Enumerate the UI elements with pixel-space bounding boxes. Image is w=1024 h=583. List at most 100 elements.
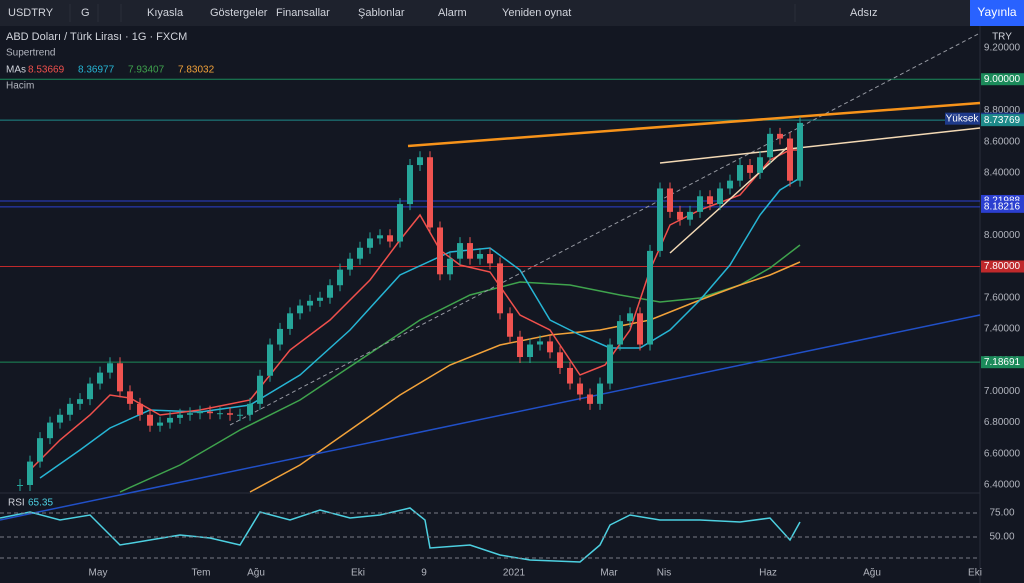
candle bbox=[47, 422, 53, 439]
time-tick-label: 9 bbox=[421, 568, 427, 579]
price-tick-label: 6.80000 bbox=[984, 417, 1021, 428]
candle bbox=[217, 413, 223, 415]
time-tick-label: Eki bbox=[968, 568, 982, 579]
candle bbox=[157, 422, 163, 426]
interval[interactable]: G bbox=[81, 7, 90, 19]
candle bbox=[437, 227, 443, 275]
price-badge-value: 7.80000 bbox=[984, 261, 1021, 272]
candle bbox=[687, 211, 693, 220]
candle bbox=[97, 372, 103, 384]
price-badge bbox=[981, 200, 1024, 213]
candle bbox=[597, 383, 603, 404]
time-tick-label: Nis bbox=[657, 568, 671, 579]
candle bbox=[417, 157, 423, 166]
symbol[interactable]: USDTRY bbox=[8, 7, 54, 19]
rsi-tick-label: 50.00 bbox=[989, 532, 1014, 543]
legend-volume: Hacim bbox=[6, 81, 34, 92]
candle bbox=[797, 122, 803, 181]
candle bbox=[357, 247, 363, 259]
candle bbox=[377, 235, 383, 239]
price-tick-label: 8.80000 bbox=[984, 105, 1021, 116]
candle bbox=[127, 391, 133, 404]
candle bbox=[117, 363, 123, 392]
candle bbox=[737, 165, 743, 181]
ma-value: 8.36977 bbox=[78, 65, 115, 76]
candle bbox=[307, 300, 313, 306]
candle bbox=[517, 336, 523, 358]
candle bbox=[427, 157, 433, 228]
time-tick-label: Mar bbox=[600, 568, 618, 579]
candle bbox=[487, 254, 493, 264]
candle bbox=[587, 394, 593, 404]
legend-title: ABD Doları / Türk Lirası · 1G · FXCM bbox=[6, 31, 187, 43]
ma-value: 8.53669 bbox=[28, 65, 65, 76]
candle bbox=[187, 413, 193, 415]
rsi-tick-label: 75.00 bbox=[989, 508, 1014, 519]
price-tick-label: 8.40000 bbox=[984, 167, 1021, 178]
currency: TRY bbox=[992, 32, 1012, 43]
price-tick-label: 8.60000 bbox=[984, 136, 1021, 147]
price-badge-value: 7.18691 bbox=[984, 357, 1021, 368]
candle bbox=[227, 413, 233, 415]
rsi-value: 65.35 bbox=[28, 498, 53, 509]
candle bbox=[787, 138, 793, 181]
candle bbox=[27, 461, 33, 485]
candle bbox=[367, 238, 373, 248]
badge-tag bbox=[945, 112, 980, 125]
time-tick-label: May bbox=[89, 568, 108, 579]
price-tick-label: 6.60000 bbox=[984, 448, 1021, 459]
toolbar-item[interactable]: Göstergeler bbox=[210, 7, 268, 19]
candle bbox=[557, 352, 563, 368]
candle bbox=[87, 383, 93, 400]
candle bbox=[707, 196, 713, 205]
publish-button[interactable] bbox=[970, 0, 1024, 26]
candle bbox=[467, 243, 473, 259]
separators bbox=[69, 4, 796, 22]
candle bbox=[767, 133, 773, 158]
layout-name[interactable]: Adsız bbox=[850, 7, 878, 19]
toolbar-item[interactable]: Alarm bbox=[438, 7, 467, 19]
candle bbox=[17, 484, 23, 486]
candle bbox=[177, 414, 183, 418]
candle bbox=[207, 411, 213, 414]
candle bbox=[67, 403, 73, 415]
candle bbox=[637, 313, 643, 345]
candle bbox=[267, 344, 273, 376]
candle bbox=[617, 321, 623, 345]
price-tick-label: 6.40000 bbox=[984, 480, 1021, 491]
candle bbox=[577, 383, 583, 395]
price-tick-label: 9.20000 bbox=[984, 43, 1021, 54]
price-tick-label: 7.00000 bbox=[984, 386, 1021, 397]
candle bbox=[677, 211, 683, 220]
candle bbox=[317, 297, 323, 301]
candle bbox=[347, 258, 353, 270]
price-tick-label: 7.60000 bbox=[984, 292, 1021, 303]
candle bbox=[57, 414, 63, 423]
candle bbox=[107, 363, 113, 373]
toolbar-item[interactable]: Finansallar bbox=[276, 7, 330, 19]
time-tick-label: 2021 bbox=[503, 568, 526, 579]
toolbar-item[interactable]: Şablonlar bbox=[358, 7, 405, 19]
candle bbox=[407, 165, 413, 205]
toolbar-item[interactable]: Kıyasla bbox=[147, 7, 184, 19]
price-badge bbox=[981, 73, 1024, 86]
candle bbox=[697, 196, 703, 212]
publish-label[interactable]: Yayınla bbox=[977, 5, 1016, 19]
candle bbox=[237, 414, 243, 416]
candle bbox=[747, 165, 753, 173]
candle bbox=[287, 313, 293, 329]
candle bbox=[447, 258, 453, 275]
candle bbox=[327, 285, 333, 298]
candle bbox=[457, 243, 463, 259]
ma-value: 7.93407 bbox=[128, 65, 165, 76]
candle bbox=[507, 313, 513, 337]
candle bbox=[527, 344, 533, 358]
candle bbox=[167, 417, 173, 423]
toolbar bbox=[0, 0, 1024, 26]
price-tick-label: 8.00000 bbox=[984, 230, 1021, 241]
ma-value: 7.83032 bbox=[178, 65, 215, 76]
toolbar-item[interactable]: Yeniden oynat bbox=[502, 7, 571, 19]
candle bbox=[667, 188, 673, 212]
